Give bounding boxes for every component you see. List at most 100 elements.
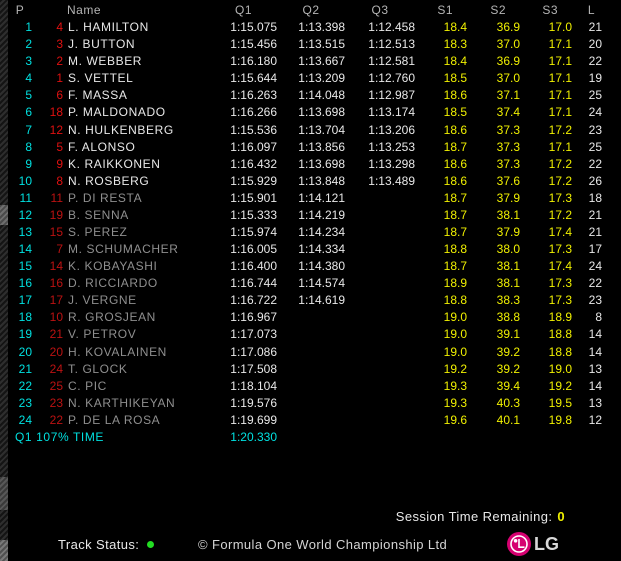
cell-num: 20 [49,344,63,359]
cell-q2 [277,309,345,326]
cell-q3: 1:12.513 [368,37,415,52]
cell-q1: 1:16.180 [230,54,277,69]
cell-s1: 18.6 [443,88,467,103]
cell-name: V. PETROV [68,327,137,342]
driver-row: 13 15 S. PEREZ 1:15.974 1:14.234 18.7 37.9 17.4… [0,224,602,241]
cell-s3: 17.1 [548,37,572,52]
cell-q1: 1:15.974 [230,225,277,240]
track-status-label: Track Status: [58,537,140,552]
cell-q3 [345,224,415,241]
background-texture-patch [0,540,8,561]
cell-s2: 37.0 [496,37,520,52]
cell-s2: 40.1 [496,412,520,427]
column-header-l: L [587,3,595,17]
background-texture-patch [0,477,8,510]
cell-pos: 5 [25,88,32,103]
cell-pos: 20 [18,344,32,359]
cell-s2: 38.3 [496,293,520,308]
driver-row: 19 21 V. PETROV 1:17.073 19.0 39.1 18.8 14 [0,326,602,343]
cell-q2 [277,395,345,412]
driver-row: 5 6 F. MASSA 1:16.263 1:14.048 1:12.987 18.6 37… [0,87,602,104]
cell-name: P. DI RESTA [68,190,143,205]
cell-l: 13 [588,395,602,410]
cell-q3: 1:13.489 [368,173,415,188]
cell-q1: 1:15.075 [230,20,277,35]
driver-row: 14 7 M. SCHUMACHER 1:16.005 1:14.334 18.8 38.0… [0,241,602,258]
cell-num: 15 [49,225,63,240]
q1-107-label: Q1 107% TIME [15,429,105,444]
qualifying-timing-table: P Name Q1 Q2 Q3 S1 S2 S3 L 1 4 L. HAMILTON 1:15.075 1… [0,2,602,446]
cell-name: N. KARTHIKEYAN [68,395,176,410]
driver-row: 7 12 N. HULKENBERG 1:15.536 1:13.704 1:13.206… [0,122,602,139]
cell-q2 [277,378,345,395]
driver-row: 2 3 J. BUTTON 1:15.456 1:13.515 1:12.513 18.3 3… [0,36,602,53]
background-video-edge [0,0,8,561]
cell-q1: 1:16.967 [230,310,277,325]
cell-q2: 1:13.515 [298,37,345,52]
cell-s2: 38.1 [496,276,520,291]
cell-pos: 8 [25,139,32,154]
cell-s1: 19.6 [443,412,467,427]
cell-s1: 18.7 [443,225,467,240]
cell-pos: 21 [18,361,32,376]
cell-q3: 1:12.581 [368,54,415,69]
table-header-row: P Name Q1 Q2 Q3 S1 S2 S3 L [0,2,602,19]
cell-q2 [277,412,345,429]
cell-l: 14 [588,378,602,393]
cell-q1: 1:16.263 [230,88,277,103]
cell-q1: 1:18.104 [230,378,277,393]
cell-q1: 1:16.097 [230,139,277,154]
cell-name: J. BUTTON [68,37,136,52]
cell-q3 [345,207,415,224]
driver-row: 16 16 D. RICCIARDO 1:16.744 1:14.574 18.9 38.1… [0,275,602,292]
cell-num: 19 [49,207,63,222]
cell-q3 [345,309,415,326]
cell-s1: 18.6 [443,122,467,137]
track-status: Track Status: [58,537,155,552]
cell-l: 24 [588,105,602,120]
column-header-q3: Q3 [371,3,389,17]
background-texture-patch [0,205,8,225]
cell-s2: 37.9 [496,225,520,240]
cell-num: 8 [56,173,63,188]
cell-pos: 1 [25,20,32,35]
cell-s1: 18.4 [443,54,467,69]
cell-s1: 19.3 [443,395,467,410]
cell-s2: 38.1 [496,259,520,274]
cell-l: 14 [588,327,602,342]
cell-l: 22 [588,54,602,69]
cell-num: 21 [49,327,63,342]
cell-s1: 18.7 [443,259,467,274]
cell-q3 [345,412,415,429]
q1-107-percent-row: Q1 107% TIME 1:20.330 [0,429,602,446]
cell-s2: 37.3 [496,156,520,171]
cell-l: 21 [588,225,602,240]
cell-num: 14 [49,259,63,274]
cell-num: 16 [49,276,63,291]
cell-q3 [345,344,415,361]
cell-s2: 38.0 [496,242,520,257]
cell-l: 20 [588,37,602,52]
cell-l: 24 [588,259,602,274]
copyright-notice: © Formula One World Championship Ltd [198,537,448,552]
column-header-pos: P [15,3,25,17]
cell-name: L. HAMILTON [68,20,149,35]
cell-q3: 1:12.987 [368,88,415,103]
cell-q1: 1:16.400 [230,259,277,274]
cell-name: M. SCHUMACHER [68,242,179,257]
cell-q2 [277,344,345,361]
cell-s2: 38.1 [496,207,520,222]
cell-l: 21 [588,20,602,35]
driver-row: 15 14 K. KOBAYASHI 1:16.400 1:14.380 18.7 38.1… [0,258,602,275]
cell-l: 12 [588,412,602,427]
cell-s3: 17.1 [548,71,572,86]
cell-s2: 39.2 [496,361,520,376]
cell-q3 [345,378,415,395]
cell-q1: 1:19.576 [230,395,277,410]
cell-q2 [277,326,345,343]
cell-s2: 36.9 [496,20,520,35]
cell-s2: 37.1 [496,88,520,103]
cell-name: R. GROSJEAN [68,310,156,325]
driver-row: 4 1 S. VETTEL 1:15.644 1:13.209 1:12.760 18.5 3… [0,70,602,87]
